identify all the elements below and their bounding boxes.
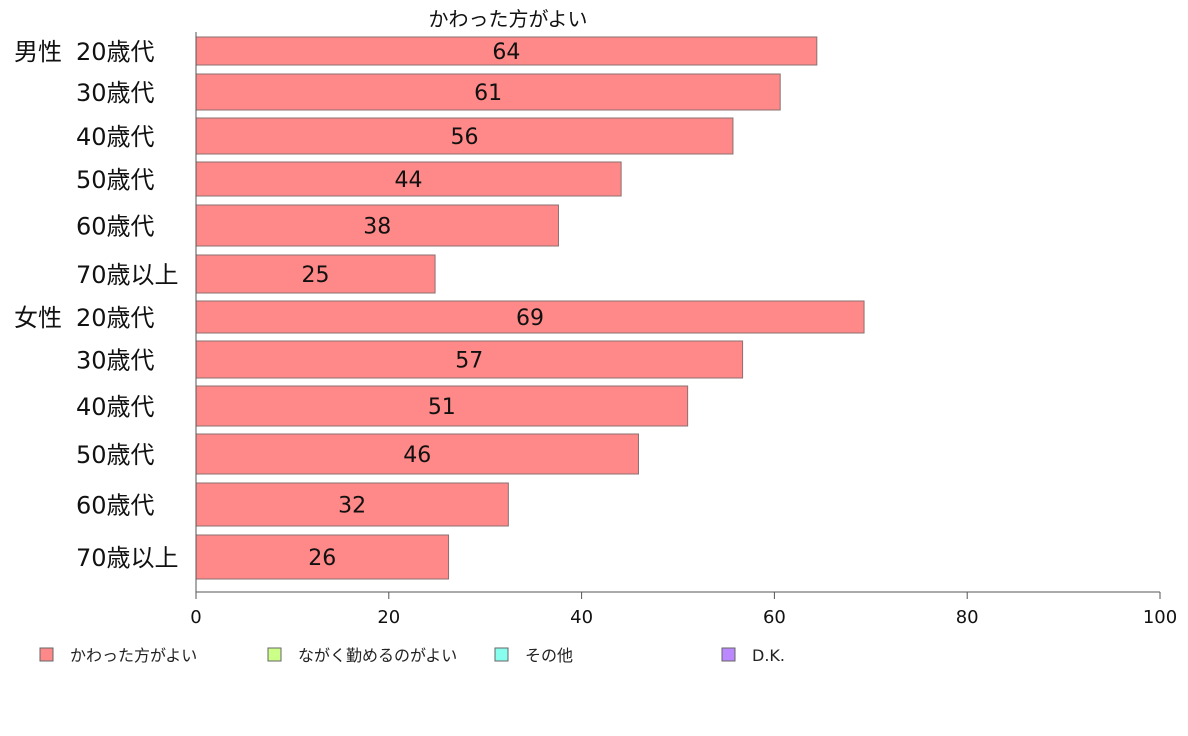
category-label: 70歳以上 xyxy=(76,261,179,289)
bar xyxy=(195,73,781,111)
x-tick-label: 0 xyxy=(190,607,201,628)
bar-value-label: 25 xyxy=(302,263,330,288)
category-label: 30歳代 xyxy=(76,79,155,107)
legend-label: D.K. xyxy=(752,646,785,665)
category-label: 20歳代 xyxy=(76,304,155,332)
bar xyxy=(195,36,818,66)
x-axis: 0 20 40 60 80 100 xyxy=(190,32,1177,628)
bar-value-label: 56 xyxy=(450,125,478,150)
x-tick-label: 60 xyxy=(763,607,786,628)
bar-value-label: 44 xyxy=(395,168,423,193)
bar-value-label: 51 xyxy=(428,395,456,420)
bar-value-label: 32 xyxy=(338,494,366,519)
legend-swatch xyxy=(267,647,282,662)
category-label: 30歳代 xyxy=(76,347,155,375)
bar xyxy=(195,117,734,155)
legend-label: ながく勤めるのがよい xyxy=(298,646,457,665)
x-tick-label: 100 xyxy=(1143,607,1177,628)
bar xyxy=(195,482,509,527)
bar xyxy=(195,433,639,475)
legend-swatch xyxy=(494,647,509,662)
legend-swatch xyxy=(721,647,736,662)
bar-value-label: 61 xyxy=(474,81,502,106)
bar-value-label: 46 xyxy=(403,443,431,468)
group-label: 男性 xyxy=(14,38,62,66)
bar xyxy=(195,204,559,247)
x-tick-label: 40 xyxy=(570,607,593,628)
bar-value-label: 69 xyxy=(516,306,544,331)
category-label: 60歳代 xyxy=(76,213,155,241)
bar xyxy=(195,161,622,197)
category-label: 70歳以上 xyxy=(76,544,179,572)
group-label: 女性 xyxy=(14,304,62,332)
category-label: 40歳代 xyxy=(76,393,155,421)
legend-label: かわった方がよい xyxy=(70,646,197,665)
bar-value-label: 26 xyxy=(308,546,336,571)
x-tick-label: 20 xyxy=(377,607,400,628)
category-label: 60歳代 xyxy=(76,492,155,520)
legend-label: その他 xyxy=(525,646,573,665)
category-label: 50歳代 xyxy=(76,166,155,194)
legend: かわった方がよい ながく勤めるのがよい その他 D.K. xyxy=(39,646,785,665)
bars xyxy=(195,36,865,580)
category-label: 20歳代 xyxy=(76,38,155,66)
bar xyxy=(195,534,450,580)
bar xyxy=(195,300,865,334)
chart-title: かわった方がよい xyxy=(429,7,588,31)
category-label: 50歳代 xyxy=(76,441,155,469)
x-tick-label: 80 xyxy=(956,607,979,628)
bar-value-label: 57 xyxy=(455,349,483,374)
category-labels: 20歳代 30歳代 40歳代 50歳代 60歳代 70歳以上 20歳代 30歳代 40歳代 50歳… xyxy=(76,38,179,572)
bar-value-label: 38 xyxy=(363,215,391,240)
bar-value-label: 64 xyxy=(492,40,520,65)
legend-swatch xyxy=(39,647,54,662)
category-label: 40歳代 xyxy=(76,123,155,151)
